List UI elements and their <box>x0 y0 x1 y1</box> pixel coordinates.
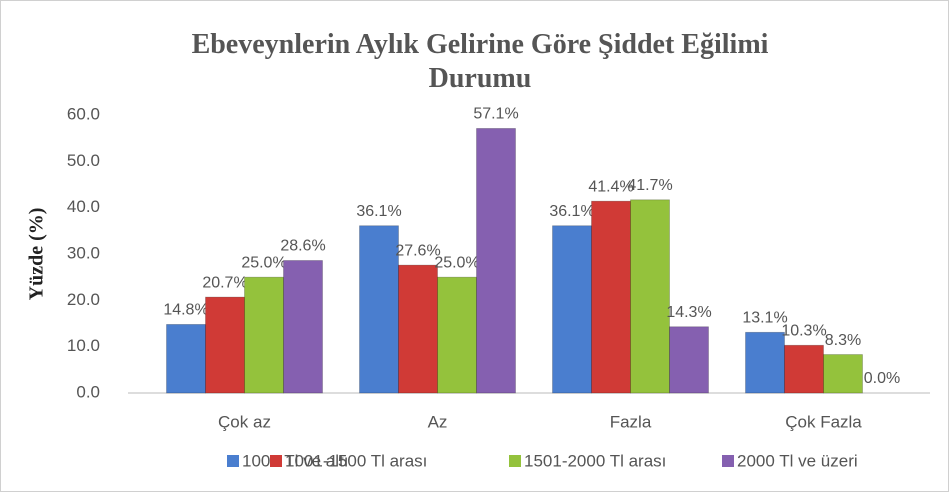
value-label: 27.6% <box>395 242 440 259</box>
legend-label: 1000 Tl ve altı <box>242 451 348 470</box>
value-label: 36.1% <box>549 203 594 220</box>
value-label: 41.7% <box>627 177 672 194</box>
value-label: 8.3% <box>825 332 861 349</box>
bar <box>669 326 709 394</box>
bar <box>630 199 670 394</box>
legend-label: 2000 Tl ve üzeri <box>737 451 858 470</box>
value-label: 28.6% <box>280 238 325 255</box>
y-tick-label: 40.0 <box>67 197 100 216</box>
value-label: 14.8% <box>163 302 208 319</box>
value-label: 14.3% <box>666 304 711 321</box>
bar <box>591 200 631 394</box>
y-tick-label: 30.0 <box>67 243 100 262</box>
legend-label: 1001-1500 Tl arası <box>285 451 427 470</box>
legend-swatch <box>722 455 734 467</box>
value-label: 36.1% <box>356 203 401 220</box>
y-tick-label: 0.0 <box>76 382 100 401</box>
value-label: 25.0% <box>241 254 286 271</box>
value-label: 41.4% <box>588 178 633 195</box>
y-axis-label: Yüzde (%) <box>26 208 48 301</box>
y-tick-label: 20.0 <box>67 290 100 309</box>
legend-swatch <box>227 455 239 467</box>
y-tick-label: 50.0 <box>67 151 100 170</box>
bar <box>398 264 438 394</box>
value-label: 57.1% <box>473 106 518 123</box>
legend-swatch <box>270 455 282 467</box>
bar <box>823 354 863 394</box>
y-tick-label: 60.0 <box>67 104 100 123</box>
value-label: 10.3% <box>781 322 826 339</box>
x-tick-label: Fazla <box>610 412 652 431</box>
value-label: 20.7% <box>202 274 247 291</box>
bar <box>283 260 323 394</box>
bar <box>205 296 245 394</box>
bar <box>244 276 284 394</box>
value-label: 13.1% <box>742 310 787 327</box>
bar <box>359 225 399 394</box>
legend-label: 1501-2000 Tl arası <box>524 451 666 470</box>
x-tick-label: Az <box>428 412 448 431</box>
bar <box>166 324 206 394</box>
x-tick-label: Çok Fazla <box>785 412 862 431</box>
bar <box>784 344 824 394</box>
legend-swatch <box>509 455 521 467</box>
bar <box>745 331 785 394</box>
bar <box>552 225 592 394</box>
x-tick-label: Çok az <box>218 412 271 431</box>
y-tick-label: 10.0 <box>67 336 100 355</box>
value-label: 25.0% <box>434 254 479 271</box>
bar <box>437 276 477 394</box>
bar <box>476 128 516 394</box>
value-label: 0.0% <box>864 370 900 387</box>
chart-title: Ebeveynlerin Aylık Gelirine Göre Şiddet … <box>191 29 769 94</box>
